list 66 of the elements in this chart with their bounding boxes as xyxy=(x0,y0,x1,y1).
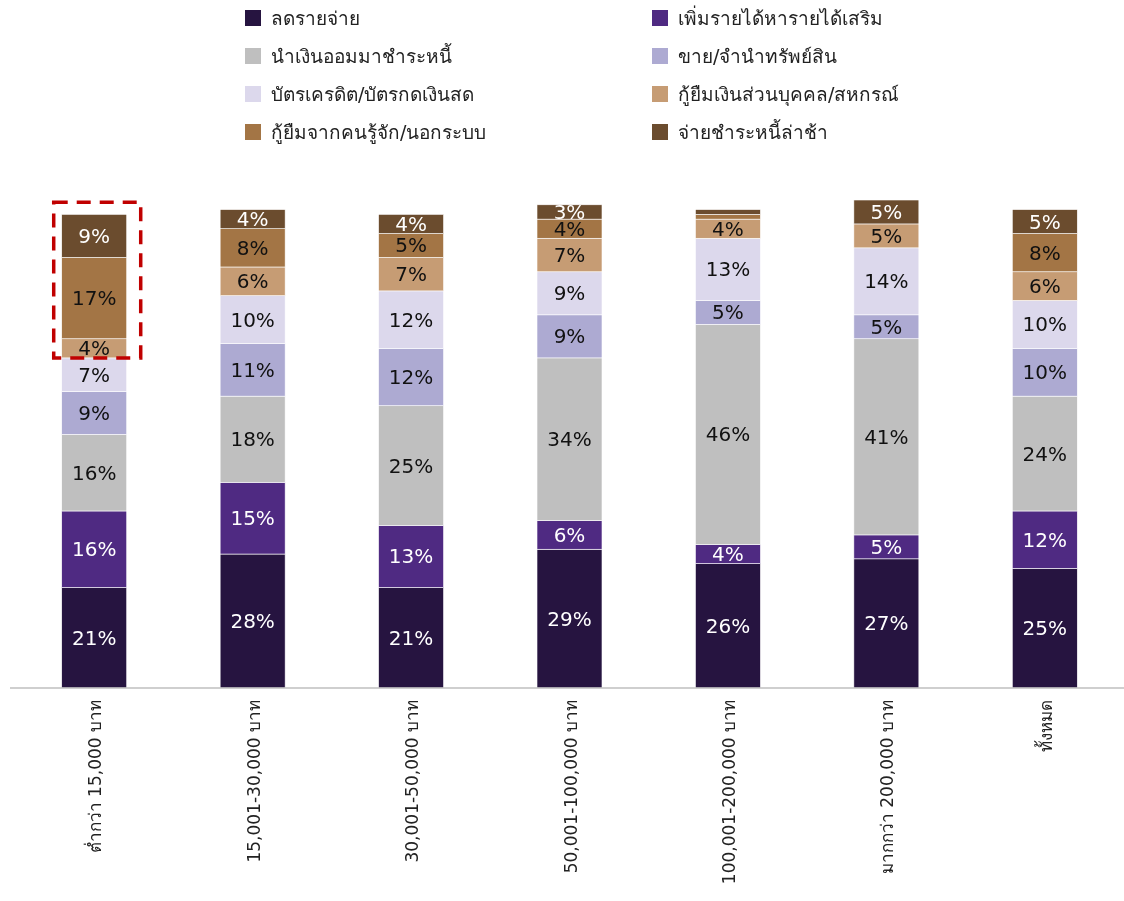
data-label: 4% xyxy=(712,542,744,567)
data-label: 13% xyxy=(388,544,434,569)
data-label: 9% xyxy=(78,223,111,248)
data-label: 10% xyxy=(1022,360,1068,385)
data-label: 5% xyxy=(395,233,427,258)
data-label: 7% xyxy=(78,362,111,387)
data-label: 5% xyxy=(870,199,903,224)
data-label: 29% xyxy=(547,606,592,631)
x-tick-label: ทั้งหมด xyxy=(1033,700,1056,752)
legend-label: กู้ยืมจากคนรู้จัก/นอกระบบ xyxy=(271,121,487,144)
data-label: 17% xyxy=(71,286,117,311)
data-label: 21% xyxy=(71,625,117,650)
legend-label: บัตรเครดิต/บัตรกดเงินสด xyxy=(271,83,475,105)
data-label: 25% xyxy=(1022,616,1068,641)
legend-label: ขาย/จำนำทรัพย์สิน xyxy=(678,45,838,67)
data-label: 5% xyxy=(712,300,744,325)
data-label: 4% xyxy=(78,336,111,361)
data-label: 46% xyxy=(705,422,751,447)
data-label: 10% xyxy=(230,307,275,332)
x-tick-label: 30,001-50,000 บาท xyxy=(402,700,423,863)
data-label: 26% xyxy=(705,613,751,638)
legend-label: กู้ยืมเงินส่วนบุคคล/สหกรณ์ xyxy=(678,83,900,107)
data-label: 6% xyxy=(553,522,586,547)
data-label: 25% xyxy=(388,453,434,478)
data-label: 15% xyxy=(230,506,275,531)
data-label: 16% xyxy=(71,460,117,485)
data-label: 21% xyxy=(388,625,434,650)
data-label: 12% xyxy=(1022,527,1068,552)
data-label: 7% xyxy=(395,262,427,287)
data-label: 8% xyxy=(236,235,269,260)
data-label: 9% xyxy=(78,400,111,425)
legend-label: นำเงินออมมาชำระหนี้ xyxy=(271,43,452,67)
x-tick-label: 15,001-30,000 บาท xyxy=(243,700,264,863)
data-label: 28% xyxy=(230,609,275,634)
data-label: 5% xyxy=(1028,209,1061,234)
data-label: 6% xyxy=(1028,274,1061,299)
data-label: 18% xyxy=(230,427,275,452)
data-label: 34% xyxy=(547,427,592,452)
data-label: 9% xyxy=(553,281,586,306)
data-label: 24% xyxy=(1022,441,1068,466)
data-label: 7% xyxy=(553,243,586,268)
x-tick-label: 50,001-100,000 บาท xyxy=(560,700,581,874)
data-label: 10% xyxy=(1022,312,1068,337)
data-label: 14% xyxy=(864,269,909,294)
legend-label: ลดรายจ่าย xyxy=(271,7,360,29)
data-label: 12% xyxy=(388,307,434,332)
data-label: 11% xyxy=(230,357,275,382)
legend-label: จ่ายชำระหนี้ล่าช้า xyxy=(678,119,828,143)
data-label: 9% xyxy=(553,324,586,349)
x-tick-label: 100,001-200,000 บาท xyxy=(718,700,739,885)
x-tick-label: ต่ำกว่า 15,000 บาท xyxy=(83,700,106,854)
data-label: 6% xyxy=(236,269,269,294)
data-label: 27% xyxy=(864,611,909,636)
data-label: 4% xyxy=(395,211,427,236)
x-tick-label: มากกว่า 200,000 บาท xyxy=(877,700,898,875)
data-label: 41% xyxy=(864,424,909,449)
legend-label: เพิ่มรายได้หารายได้เสริม xyxy=(678,5,883,29)
data-label: 5% xyxy=(870,223,903,248)
data-label: 4% xyxy=(712,216,744,241)
data-label: 8% xyxy=(1028,240,1061,265)
data-label: 5% xyxy=(870,314,903,339)
data-label: 5% xyxy=(870,534,903,559)
data-label: 4% xyxy=(236,207,269,232)
data-label: 12% xyxy=(388,365,434,390)
data-label: 13% xyxy=(705,257,751,282)
data-label: 16% xyxy=(71,537,117,562)
